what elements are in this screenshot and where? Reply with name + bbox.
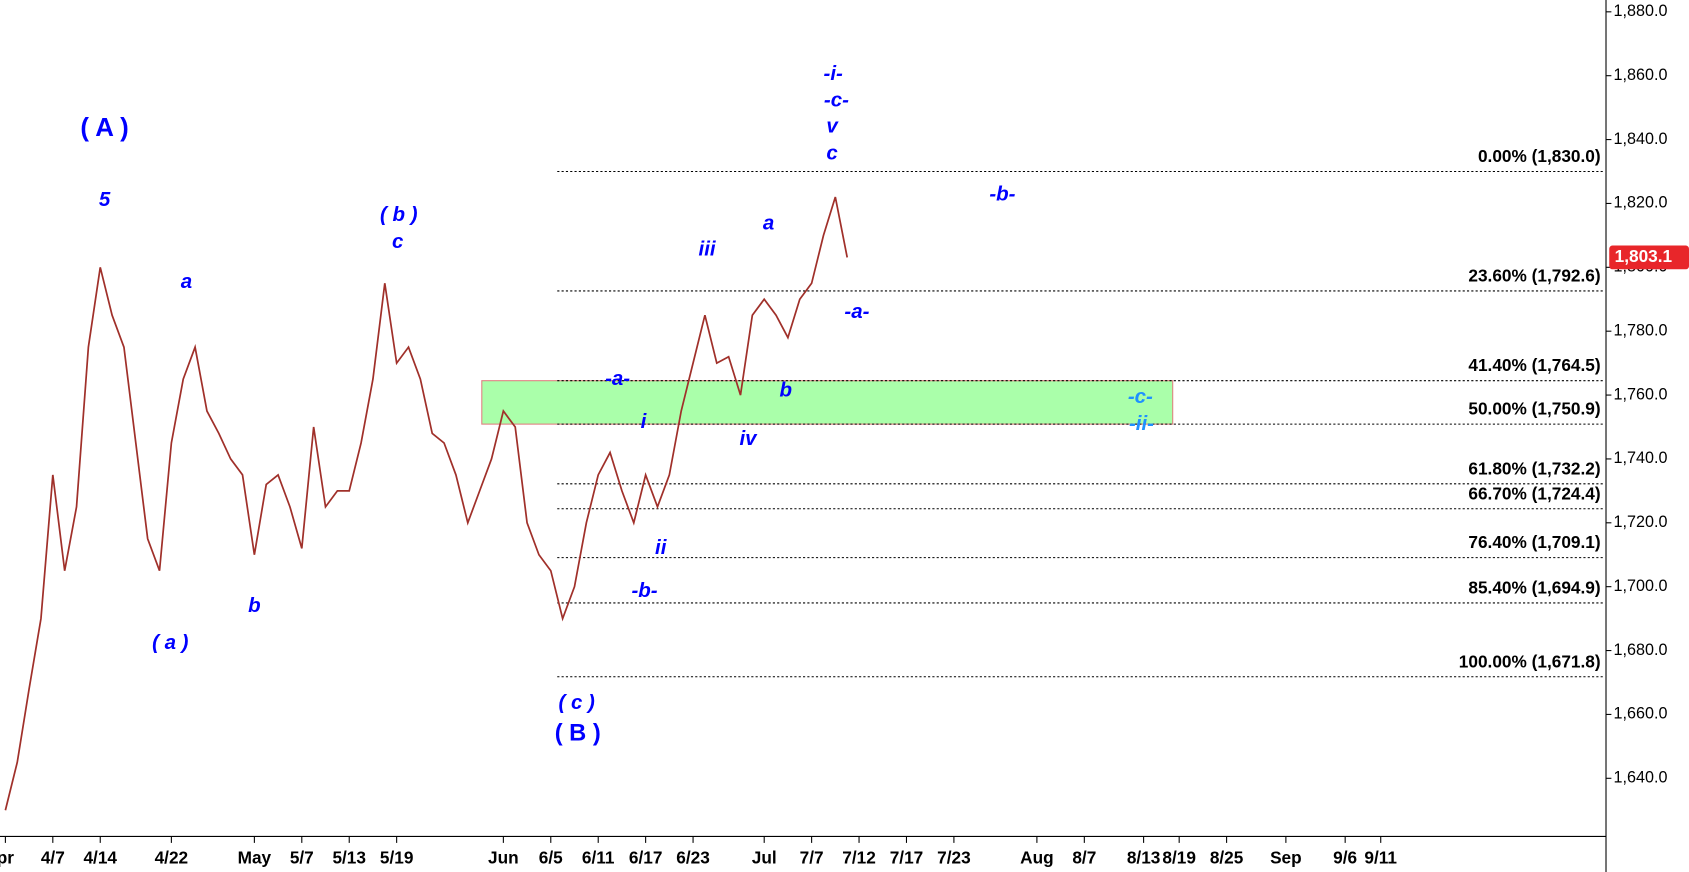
y-tick-label: 1,740.0 (1614, 449, 1668, 467)
price-line (4, 196, 849, 811)
wave-label: i (641, 410, 648, 433)
x-tick-label: 6/5 (539, 848, 563, 868)
y-tick-label: 1,720.0 (1614, 513, 1668, 531)
x-tick-label: 7/12 (842, 848, 876, 868)
wave-label: -ii- (1129, 412, 1154, 435)
y-tick-label: 1,860.0 (1614, 66, 1668, 84)
y-tick-label: 1,760.0 (1614, 385, 1668, 403)
wave-label: ( c ) (558, 691, 595, 714)
y-tick-label: 1,640.0 (1614, 769, 1668, 787)
wave-label: a (763, 212, 774, 235)
x-tick-label: 5/19 (380, 848, 414, 868)
x-tick-label: 9/11 (1364, 848, 1397, 868)
x-tick-label: 5/13 (332, 848, 366, 868)
target-zone (481, 380, 1174, 425)
x-tick-label: 7/23 (937, 848, 971, 868)
wave-label: -c- (1128, 385, 1153, 408)
wave-label: ( b ) (380, 203, 418, 226)
wave-label: 5 (99, 188, 111, 211)
fib-label: 85.40% (1,694.9) (1468, 578, 1600, 598)
wave-label: ( A ) (80, 114, 128, 142)
wave-label: -a- (844, 300, 869, 323)
x-tick-label: pr (0, 848, 14, 868)
x-tick-label: 8/19 (1162, 848, 1196, 868)
x-tick-label: Sep (1270, 848, 1302, 868)
fib-label: 76.40% (1,709.1) (1468, 532, 1600, 552)
wave-label: ii (655, 536, 668, 559)
wave-label: -b- (989, 183, 1015, 206)
y-tick-label: 1,780.0 (1614, 321, 1668, 339)
wave-label: v (826, 115, 839, 138)
wave-label: c (826, 142, 838, 165)
fib-label: 0.00% (1,830.0) (1478, 146, 1601, 166)
y-tick-label: 1,840.0 (1614, 130, 1668, 148)
fib-label: 61.80% (1,732.2) (1468, 458, 1600, 478)
x-tick-label: 5/7 (290, 848, 314, 868)
x-tick-label: 4/14 (83, 848, 117, 868)
fib-label: 66.70% (1,724.4) (1468, 483, 1600, 503)
wave-label: iii (699, 237, 717, 260)
x-tick-label: 6/11 (582, 848, 615, 868)
wave-label: ( a ) (152, 631, 189, 654)
y-tick-label: 1,700.0 (1614, 577, 1668, 595)
x-tick-label: 6/17 (629, 848, 663, 868)
fib-label: 100.00% (1,671.8) (1459, 651, 1601, 671)
x-tick-label: Jul (752, 848, 777, 868)
x-tick-label: May (238, 848, 272, 868)
x-tick-label: Jun (488, 848, 519, 868)
wave-label: b (779, 379, 792, 402)
x-tick-label: 9/6 (1333, 848, 1357, 868)
x-tick-label: 4/7 (41, 848, 65, 868)
x-tick-label: 6/23 (676, 848, 710, 868)
x-tick-label: 8/13 (1127, 848, 1161, 868)
fib-label: 23.60% (1,792.6) (1468, 265, 1600, 285)
fib-label: 41.40% (1,764.5) (1468, 355, 1600, 375)
y-tick-label: 1,660.0 (1614, 705, 1668, 723)
last-price-box (1609, 245, 1689, 270)
x-tick-label: 8/7 (1072, 848, 1096, 868)
wave-label: -c- (824, 89, 849, 112)
x-tick-label: 7/7 (800, 848, 824, 868)
wave-label: -i- (824, 62, 844, 85)
x-tick-label: Aug (1020, 848, 1054, 868)
wave-label: ( B ) (555, 720, 601, 746)
x-tick-label: 8/25 (1210, 848, 1244, 868)
wave-label: -a- (605, 367, 630, 390)
y-tick-label: 1,820.0 (1614, 194, 1668, 212)
wave-label: c (392, 230, 404, 253)
wave-label: -b- (631, 579, 657, 602)
wave-label: b (248, 594, 261, 617)
last-price-label: 1,803.1 (1615, 246, 1673, 266)
y-tick-label: 1,680.0 (1614, 641, 1668, 659)
x-tick-label: 4/22 (155, 848, 189, 868)
x-tick-label: 7/17 (890, 848, 924, 868)
y-tick-label: 1,880.0 (1614, 2, 1668, 20)
fib-label: 50.00% (1,750.9) (1468, 399, 1600, 419)
wave-label: a (181, 270, 192, 293)
wave-label: iv (739, 427, 758, 450)
